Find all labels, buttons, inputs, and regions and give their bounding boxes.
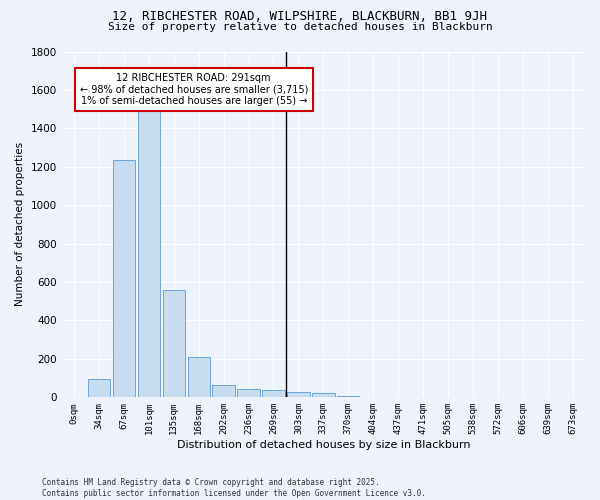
Text: Contains HM Land Registry data © Crown copyright and database right 2025.
Contai: Contains HM Land Registry data © Crown c… bbox=[42, 478, 426, 498]
Y-axis label: Number of detached properties: Number of detached properties bbox=[15, 142, 25, 306]
Bar bbox=[238, 388, 260, 398]
Bar bbox=[113, 160, 135, 398]
Text: Size of property relative to detached houses in Blackburn: Size of property relative to detached ho… bbox=[107, 22, 493, 32]
Bar bbox=[262, 390, 285, 398]
X-axis label: Distribution of detached houses by size in Blackburn: Distribution of detached houses by size … bbox=[176, 440, 470, 450]
Bar bbox=[88, 379, 110, 398]
Text: 12 RIBCHESTER ROAD: 291sqm
← 98% of detached houses are smaller (3,715)
1% of se: 12 RIBCHESTER ROAD: 291sqm ← 98% of deta… bbox=[80, 72, 308, 106]
Bar bbox=[137, 106, 160, 398]
Bar bbox=[163, 290, 185, 398]
Bar bbox=[287, 392, 310, 398]
Text: 12, RIBCHESTER ROAD, WILPSHIRE, BLACKBURN, BB1 9JH: 12, RIBCHESTER ROAD, WILPSHIRE, BLACKBUR… bbox=[113, 10, 487, 23]
Bar bbox=[337, 396, 359, 398]
Bar bbox=[212, 385, 235, 398]
Bar bbox=[188, 357, 210, 398]
Bar bbox=[312, 393, 335, 398]
